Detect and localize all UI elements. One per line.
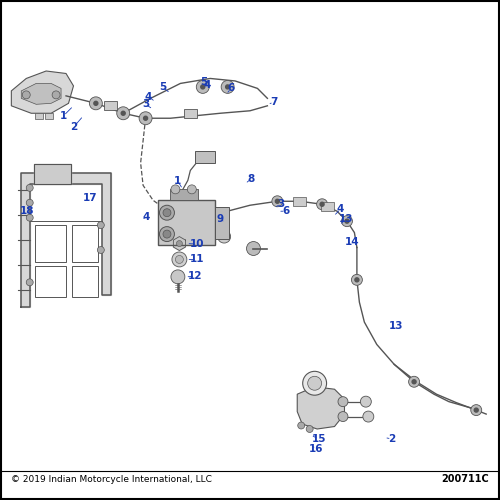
Text: 6: 6: [228, 84, 234, 94]
Circle shape: [116, 107, 130, 120]
Circle shape: [308, 376, 322, 390]
Circle shape: [218, 230, 230, 243]
Polygon shape: [34, 164, 71, 184]
Circle shape: [474, 408, 478, 412]
Bar: [170, 190, 198, 200]
Circle shape: [52, 91, 60, 99]
Text: 9: 9: [216, 214, 224, 224]
Text: 2: 2: [70, 122, 77, 132]
Text: 14: 14: [344, 236, 359, 246]
Circle shape: [26, 184, 33, 192]
Text: 10: 10: [190, 239, 204, 249]
Text: 8: 8: [248, 174, 254, 184]
Text: 4: 4: [203, 80, 210, 90]
Circle shape: [176, 240, 182, 246]
Text: 4: 4: [143, 212, 150, 222]
Circle shape: [355, 278, 359, 282]
Polygon shape: [297, 386, 344, 429]
Circle shape: [352, 274, 362, 285]
Circle shape: [246, 242, 260, 256]
Text: 15: 15: [312, 434, 326, 444]
Polygon shape: [22, 173, 111, 307]
Circle shape: [160, 226, 174, 242]
Bar: [104, 102, 117, 110]
Text: 200711C: 200711C: [441, 474, 488, 484]
Polygon shape: [174, 236, 186, 250]
Circle shape: [196, 80, 209, 94]
Circle shape: [306, 426, 313, 432]
Circle shape: [26, 200, 33, 206]
Text: 3: 3: [277, 200, 284, 209]
Text: 3: 3: [142, 100, 149, 110]
Text: © 2019 Indian Motorcycle International, LLC: © 2019 Indian Motorcycle International, …: [12, 474, 212, 484]
Circle shape: [342, 216, 352, 226]
Text: 4: 4: [337, 204, 344, 214]
Text: 7: 7: [270, 98, 278, 108]
Bar: [294, 197, 306, 205]
Circle shape: [98, 222, 104, 228]
Text: 4: 4: [145, 92, 152, 102]
Circle shape: [188, 185, 196, 194]
Circle shape: [302, 372, 326, 395]
Text: 5: 5: [200, 78, 207, 88]
Text: 2: 2: [388, 434, 396, 444]
Circle shape: [176, 256, 184, 264]
Circle shape: [360, 396, 372, 407]
Bar: [72, 266, 98, 297]
Circle shape: [171, 185, 180, 194]
Circle shape: [90, 97, 102, 110]
Text: 13: 13: [338, 214, 353, 224]
Circle shape: [94, 102, 98, 105]
Bar: [35, 225, 66, 262]
Text: 16: 16: [309, 444, 324, 454]
Bar: [44, 114, 52, 119]
Bar: [35, 266, 66, 297]
Circle shape: [98, 246, 104, 254]
Circle shape: [160, 206, 174, 220]
Circle shape: [26, 279, 33, 286]
Text: 1: 1: [60, 111, 67, 120]
Polygon shape: [22, 84, 61, 104]
Text: 13: 13: [388, 320, 403, 330]
Text: 6: 6: [282, 206, 290, 216]
Circle shape: [172, 252, 187, 267]
Circle shape: [408, 376, 420, 387]
Text: 17: 17: [82, 193, 97, 203]
Bar: [72, 225, 98, 262]
Circle shape: [163, 230, 171, 238]
Text: 5: 5: [160, 82, 166, 92]
Circle shape: [363, 411, 374, 422]
Circle shape: [163, 208, 171, 216]
Bar: [158, 200, 215, 245]
Circle shape: [272, 196, 283, 206]
Circle shape: [412, 380, 416, 384]
Polygon shape: [12, 71, 74, 114]
Circle shape: [139, 112, 152, 124]
Bar: [196, 150, 215, 163]
Text: 11: 11: [190, 254, 204, 264]
Text: 18: 18: [20, 206, 34, 216]
Circle shape: [121, 112, 125, 116]
Circle shape: [144, 116, 148, 120]
Circle shape: [345, 219, 349, 223]
Text: 1: 1: [174, 176, 182, 186]
Circle shape: [276, 200, 280, 203]
Bar: [215, 206, 229, 239]
Bar: [34, 114, 42, 119]
Circle shape: [201, 85, 205, 89]
Text: 12: 12: [188, 272, 202, 281]
Circle shape: [320, 202, 324, 206]
Circle shape: [221, 80, 234, 94]
Circle shape: [338, 396, 348, 406]
Circle shape: [171, 270, 185, 284]
Circle shape: [26, 214, 33, 221]
Bar: [184, 109, 197, 118]
Circle shape: [471, 404, 482, 415]
Circle shape: [338, 412, 348, 422]
Bar: [320, 202, 334, 210]
Circle shape: [226, 85, 230, 89]
Circle shape: [22, 91, 30, 99]
Circle shape: [316, 199, 328, 209]
Circle shape: [298, 422, 304, 429]
